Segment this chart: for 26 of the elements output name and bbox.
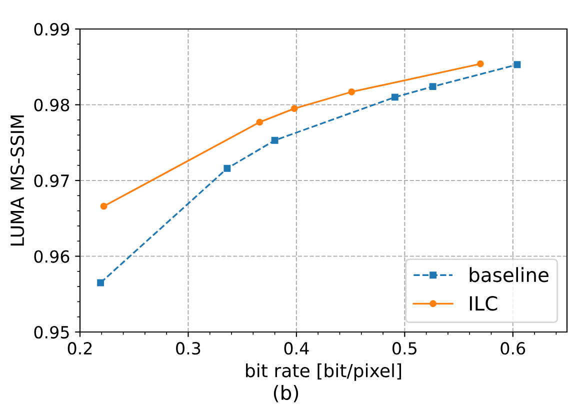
point [271,136,278,144]
y-axis-title: LUMA MS-SSIM [10,116,24,246]
point [514,61,521,68]
y-tick-label: 0.98 [34,98,70,112]
legend-label: ILC [470,296,498,311]
point [224,164,231,172]
x-tick-label: 0.3 [176,342,200,355]
x-tick-label: 0.4 [284,342,309,355]
point [429,83,436,90]
point [97,279,104,286]
y-tick-label: 0.97 [34,174,69,188]
text: (b) [274,384,298,402]
legend-label: baseline [470,267,548,282]
point [391,94,398,101]
y-tick-label: 0.96 [34,250,70,263]
point [256,118,264,126]
x-axis-title: bit rate [bit/pixel] [246,363,402,381]
point [476,60,484,68]
x-tick-label: 0.2 [68,342,92,355]
point [100,202,108,210]
y-tick-label: 0.95 [34,326,69,339]
y-tick-label: 0.99 [34,22,70,36]
x-tick-label: 0.5 [392,342,416,355]
point [348,88,356,96]
point [290,105,298,112]
x-tick-label: 0.6 [500,342,526,355]
